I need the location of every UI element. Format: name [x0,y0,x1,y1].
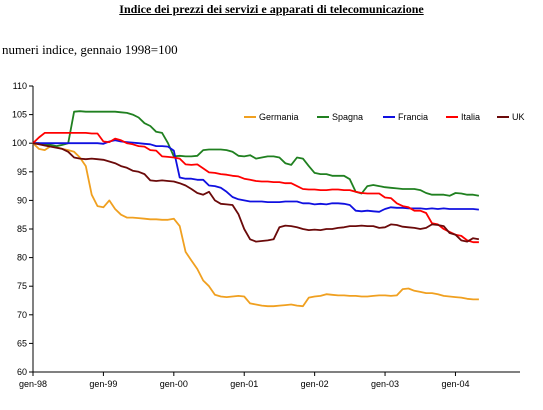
chart-title: Indice dei prezzi dei servizi e apparati… [119,2,424,16]
legend-label-uk: UK [512,112,525,122]
series-line-italia [32,131,479,244]
x-tick-label: gen-02 [301,379,329,389]
series-line-uk [32,142,480,243]
legend-label-italia: Italia [461,112,480,122]
chart-series-lines [32,110,480,308]
series-line-germania [32,142,479,308]
chart-axes: 60 65 70 75 80 85 90 95 100 105 110 gen-98 gen-99 gen… [12,81,520,389]
x-tick-label: gen-99 [89,379,117,389]
series-line-francia [33,139,479,213]
series-line-spagna [33,110,480,197]
y-tick-label: 110 [13,81,27,91]
chart-subtitle: numeri indice, gennaio 1998=100 [2,42,178,57]
x-tick-label: gen-04 [441,379,469,389]
x-tick-label: gen-00 [160,379,188,389]
x-tick-label: gen-01 [230,379,258,389]
y-tick-label: 85 [17,224,27,234]
legend-label-francia: Francia [398,112,428,122]
y-tick-label: 65 [17,338,27,348]
y-tick-label: 80 [17,253,27,263]
x-tick-label: gen-98 [19,379,47,389]
y-tick-label: 75 [17,281,27,291]
y-tick-label: 70 [17,310,27,320]
chart-legend: Germania Spagna Francia Italia UK [244,112,525,122]
y-tick-label: 100 [12,138,27,148]
legend-label-germania: Germania [259,112,299,122]
y-tick-label: 95 [17,167,27,177]
legend-label-spagna: Spagna [332,112,363,122]
y-tick-label: 90 [17,195,27,205]
y-tick-label: 105 [12,110,27,120]
x-tick-label: gen-03 [371,379,399,389]
y-tick-label: 60 [17,367,27,377]
